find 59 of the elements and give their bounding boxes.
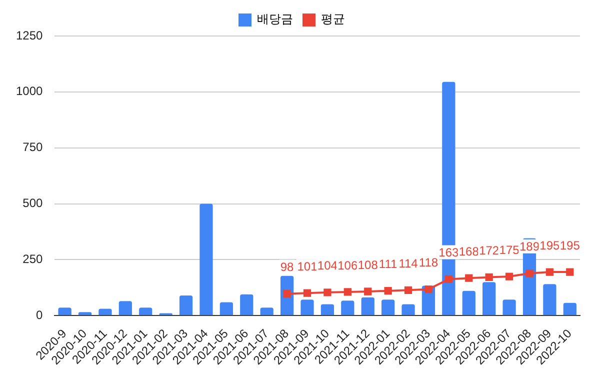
point bbox=[303, 289, 312, 297]
bar bbox=[462, 290, 476, 316]
point bbox=[324, 288, 332, 296]
bar bbox=[502, 300, 516, 316]
legend-label: 평균 bbox=[321, 12, 345, 26]
bar bbox=[118, 301, 132, 316]
y-tick-label: 750 bbox=[22, 140, 44, 154]
data-label: 195 bbox=[540, 238, 560, 252]
point bbox=[384, 287, 392, 295]
data-label: 106 bbox=[338, 258, 358, 272]
point bbox=[526, 270, 534, 278]
data-label: 108 bbox=[358, 258, 378, 272]
bar bbox=[58, 308, 72, 316]
point bbox=[424, 285, 432, 294]
data-label: 104 bbox=[317, 258, 338, 273]
data-label: 189 bbox=[519, 240, 540, 254]
bar bbox=[139, 308, 152, 316]
point bbox=[465, 274, 473, 282]
point bbox=[283, 290, 291, 298]
data-label: 172 bbox=[479, 244, 500, 258]
point bbox=[485, 273, 493, 282]
bar bbox=[482, 282, 496, 316]
y-tick-label: 0 bbox=[36, 308, 44, 322]
point bbox=[344, 288, 352, 296]
legend-label: 배당금 bbox=[257, 12, 293, 26]
point bbox=[566, 268, 574, 276]
bar bbox=[200, 204, 213, 316]
point bbox=[444, 275, 453, 284]
point bbox=[404, 286, 412, 294]
point bbox=[546, 268, 554, 276]
bar bbox=[240, 294, 254, 316]
bar bbox=[98, 308, 112, 316]
data-label: 195 bbox=[560, 238, 580, 252]
point bbox=[364, 288, 372, 296]
data-label: 175 bbox=[499, 242, 520, 257]
data-label: 118 bbox=[418, 256, 438, 270]
y-tick-label: 250 bbox=[22, 252, 44, 266]
bar bbox=[179, 296, 193, 316]
bar bbox=[220, 302, 233, 316]
y-tick-label: 1250 bbox=[16, 28, 44, 42]
data-label: 114 bbox=[398, 256, 418, 270]
bar bbox=[563, 302, 576, 316]
data-label: 111 bbox=[378, 257, 398, 272]
point bbox=[505, 272, 514, 280]
bar bbox=[543, 284, 556, 316]
y-tick-label: 1000 bbox=[16, 84, 44, 98]
data-label: 168 bbox=[458, 244, 480, 258]
bar bbox=[381, 300, 395, 316]
bar bbox=[402, 304, 415, 316]
data-label: 98 bbox=[280, 260, 294, 274]
data-label: 163 bbox=[438, 246, 460, 260]
bar bbox=[78, 312, 92, 316]
y-tick-label: 500 bbox=[22, 196, 44, 210]
bar bbox=[260, 308, 274, 316]
bar bbox=[300, 300, 314, 316]
bar bbox=[320, 304, 334, 316]
data-label: 101 bbox=[297, 259, 318, 274]
bar bbox=[341, 300, 354, 316]
bar bbox=[361, 297, 374, 316]
